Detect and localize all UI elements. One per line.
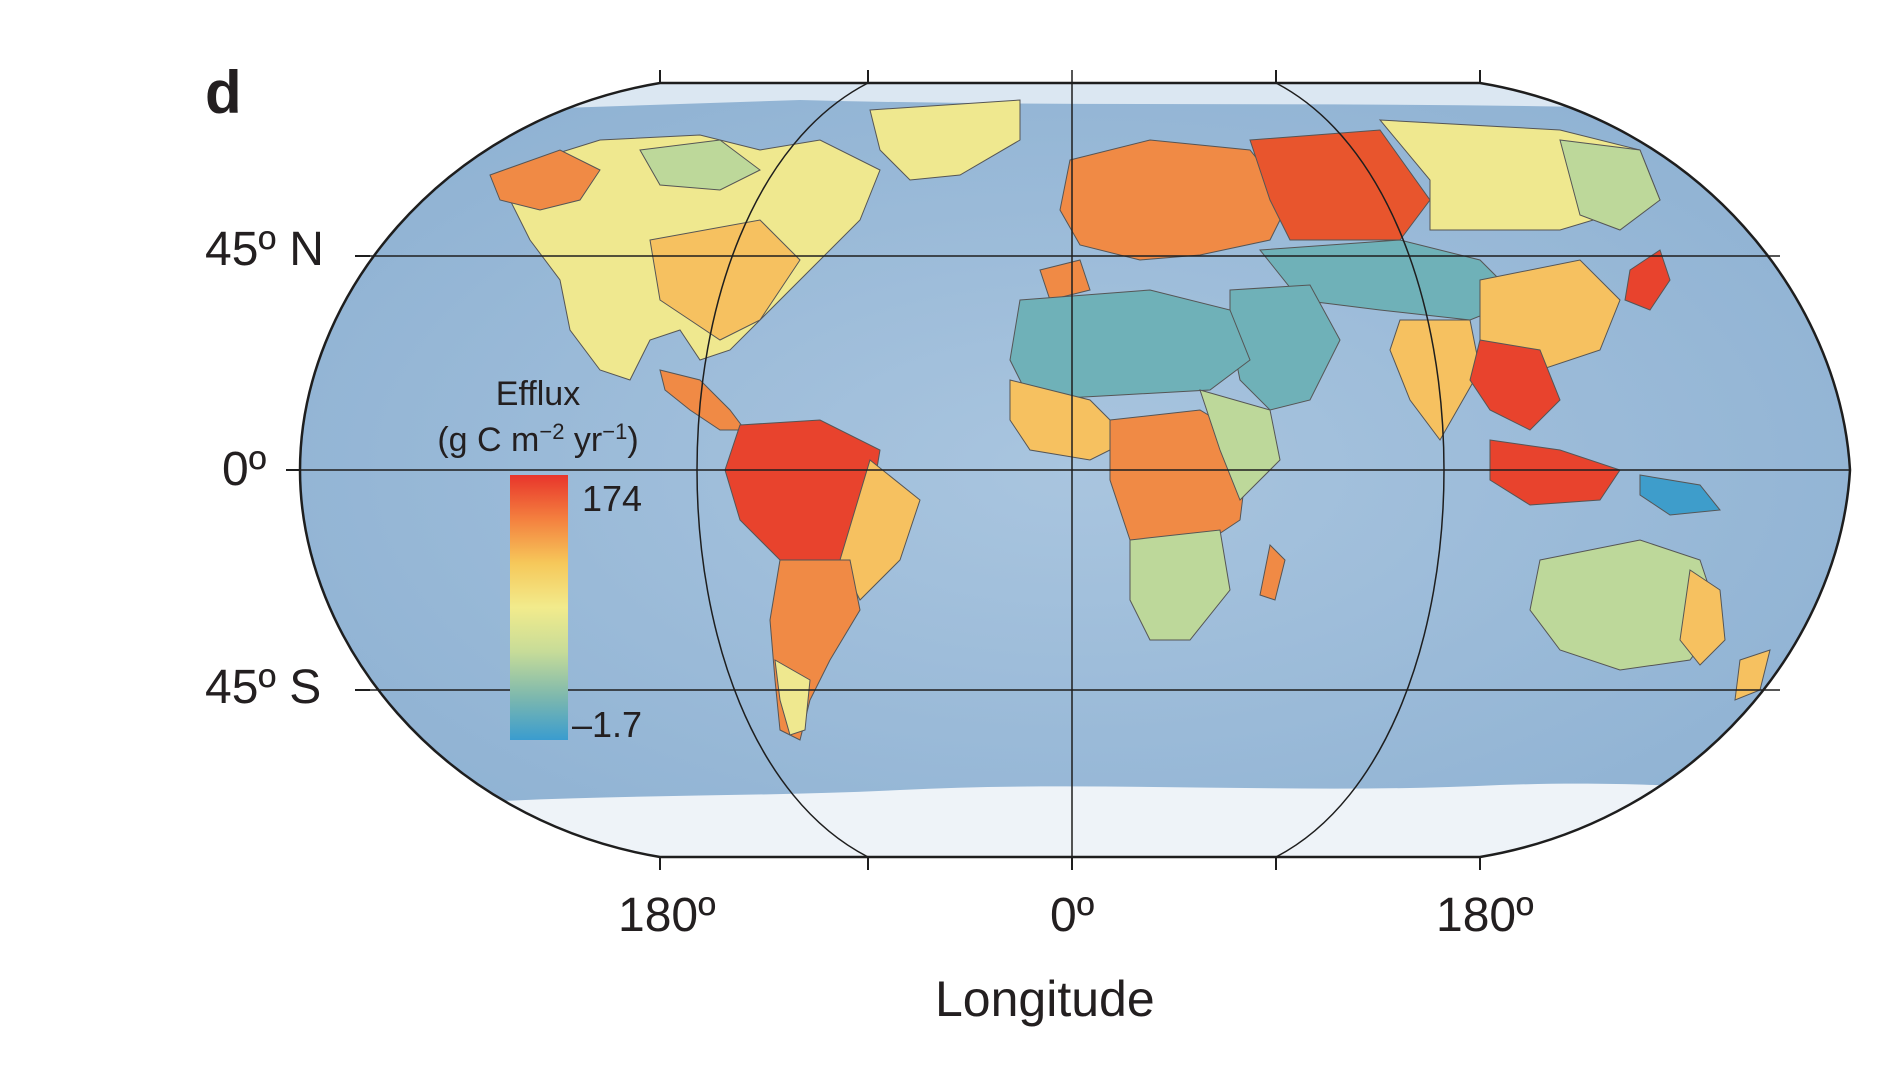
lon-label-center: 0º (1050, 889, 1095, 942)
region-southeast-asia (1469, 339, 1561, 431)
legend-unit-prefix: (g C m (437, 421, 540, 459)
x-axis-title: Longitude (935, 971, 1155, 1027)
legend-title: Efflux (g C m−2 yr−1) (408, 375, 668, 459)
legend-title-line1: Efflux (495, 375, 581, 413)
region-north-africa (1009, 289, 1251, 401)
axis-ticks (286, 70, 1481, 870)
legend-min-label: –1.7 (572, 704, 643, 745)
region-australia-east (1679, 569, 1726, 666)
region-brazil-east (839, 459, 921, 601)
lon-label-left: 180º (618, 889, 716, 942)
region-indonesia (1489, 439, 1621, 506)
graticule (300, 70, 1850, 860)
region-australia (1529, 539, 1721, 671)
region-japan (1624, 249, 1671, 311)
arctic-ice (500, 83, 1700, 110)
lon-label-right: 180º (1436, 889, 1534, 942)
lat-label-45s: 45º S (205, 661, 322, 714)
lat-label-equator: 0º (222, 443, 267, 496)
legend-colorbar (510, 475, 568, 740)
antarctica-ice (300, 783, 1850, 857)
region-east-africa (1199, 389, 1281, 501)
legend-unit-exp1: −2 (539, 419, 565, 444)
region-greenland (869, 99, 1021, 181)
region-alaska (489, 149, 601, 211)
region-patagonia (774, 659, 811, 736)
region-new-guinea (1639, 474, 1721, 516)
legend-unit-exp2: −1 (602, 419, 628, 444)
lat-label-45n: 45º N (205, 223, 324, 276)
legend-unit-suffix: ) (627, 421, 639, 459)
panel-label: d (205, 59, 242, 126)
region-europe (1059, 139, 1291, 261)
legend-max-label: 174 (582, 478, 643, 519)
region-madagascar (1259, 543, 1286, 601)
legend-unit-mid: yr (564, 421, 603, 459)
region-southern-africa (1129, 529, 1231, 641)
region-far-east (1559, 139, 1661, 231)
region-iberia (1039, 259, 1091, 301)
region-canada-north (639, 139, 761, 191)
region-west-africa (1009, 379, 1131, 461)
legend-title-line2: (g C m−2 yr−1) (408, 413, 668, 459)
region-india (1389, 319, 1481, 441)
region-central-america (659, 369, 746, 431)
